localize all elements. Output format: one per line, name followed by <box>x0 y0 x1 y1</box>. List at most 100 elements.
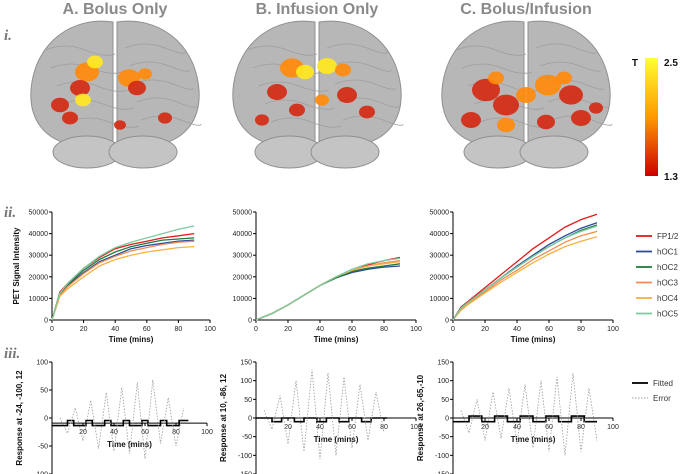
x-tick-label: 60 <box>545 424 553 431</box>
series-error <box>59 379 185 459</box>
activation-spot <box>138 68 152 80</box>
gyrus-line <box>342 115 404 126</box>
y-tick-label: 40000 <box>430 231 450 238</box>
gyrus-line <box>535 43 597 54</box>
series-hoc1 <box>51 239 195 321</box>
gyrus-line <box>128 61 190 72</box>
x-tick-label: 20 <box>284 424 292 431</box>
colorbar-label: T <box>632 58 638 69</box>
panel-title-c: C. Bolus/Infusion <box>460 1 592 18</box>
y-tick-label: 30000 <box>29 253 49 260</box>
x-tick-label: 100 <box>201 429 213 436</box>
x-tick-label: 0 <box>451 326 455 333</box>
gyrus-line <box>461 63 533 74</box>
x-axis-label: Time (mins) <box>511 435 556 444</box>
activation-spot <box>461 112 481 128</box>
series-error <box>263 369 385 460</box>
y-tick-label: 10000 <box>233 296 253 303</box>
colorbar-min: 1.3 <box>664 172 678 183</box>
activation-spot <box>493 94 519 116</box>
gyrus-line <box>44 45 116 56</box>
series-error <box>460 373 598 456</box>
series-fitted <box>453 415 597 423</box>
x-tick-label: 80 <box>380 326 388 333</box>
y-tick-label: 20000 <box>430 274 450 281</box>
y-tick-label: -50 <box>38 444 48 451</box>
y-tick-label: -100 <box>238 453 252 460</box>
x-tick-label: 40 <box>513 424 521 431</box>
pet-ylabel: PET Signal Intensity <box>12 227 21 304</box>
gyrus-line <box>326 43 388 54</box>
series-hoc4 <box>255 261 401 321</box>
y-tick-label: 50000 <box>430 210 450 217</box>
series-fitted <box>256 417 388 423</box>
cerebellum-right <box>519 135 589 169</box>
row-label-iii: iii. <box>4 346 20 362</box>
y-tick-label: 50 <box>441 397 449 404</box>
activation-spot <box>589 102 603 114</box>
gyrus-line <box>140 115 202 126</box>
activation-spot <box>296 64 314 80</box>
series-fitted <box>52 419 189 427</box>
activation-spot <box>559 85 583 105</box>
brain-render-b <box>232 20 404 169</box>
x-tick-label: 80 <box>172 429 180 436</box>
x-tick-label: 20 <box>80 326 88 333</box>
activation-spot <box>535 74 561 96</box>
series-hoc2 <box>51 237 195 321</box>
series-fp1-2 <box>51 232 195 321</box>
x-axis-label: Time (mins) <box>109 335 154 344</box>
legend-signal: FP1/2 hOC1 hOC2 hOC3 hOC4 hOC5 <box>636 232 679 319</box>
activation-spot <box>359 105 375 119</box>
chart-a-iii: -100 -50 0 50 100 20 40 60 80 100 Time (mins) Respo… <box>15 360 213 474</box>
x-tick-label: 60 <box>348 326 356 333</box>
series-hoc2 <box>255 263 401 321</box>
legend-label: Error <box>653 394 671 403</box>
legend-label: FP1/2 <box>657 232 679 241</box>
activation-spot <box>571 110 591 126</box>
x-tick-label: 20 <box>481 424 489 431</box>
gyrus-line <box>334 79 396 90</box>
colorbar <box>645 58 658 176</box>
row-label-ii: ii. <box>4 205 16 221</box>
chart-b-ii: 0 10000 20000 30000 40000 50000 0 20 40 60 80 100 Ti… <box>233 210 422 345</box>
brain-render-c <box>441 20 613 169</box>
brain-render-a <box>30 20 202 169</box>
legend-label: hOC3 <box>657 279 678 288</box>
right-hemisphere <box>116 20 200 146</box>
series-hoc5 <box>51 225 195 321</box>
activation-spot <box>51 97 69 113</box>
x-tick-label: 80 <box>380 424 388 431</box>
activation-spot <box>497 117 515 133</box>
y-tick-label: 20000 <box>233 274 253 281</box>
x-tick-label: 20 <box>481 326 489 333</box>
right-hemisphere <box>318 20 402 146</box>
y-tick-label: 100 <box>240 378 252 385</box>
x-tick-label: 100 <box>607 424 619 431</box>
x-tick-label: 40 <box>316 326 324 333</box>
x-tick-label: 20 <box>284 326 292 333</box>
y-tick-label: -150 <box>435 472 449 474</box>
activation-spot <box>317 58 337 74</box>
y-tick-label: 150 <box>240 360 252 367</box>
y-axis-label: Response at 10, -86, 12 <box>219 373 228 462</box>
left-hemisphere <box>30 20 114 146</box>
y-tick-label: 0 <box>248 416 252 423</box>
gyrus-line <box>551 115 613 126</box>
x-tick-label: 40 <box>110 429 118 436</box>
y-axis-label: Response at -24, -100, 12 <box>15 370 24 466</box>
activation-spot <box>337 87 357 103</box>
x-axis-label: Time (mins) <box>314 435 359 444</box>
activation-spot <box>114 120 126 130</box>
gyrus-line <box>547 97 609 108</box>
x-tick-label: 60 <box>141 429 149 436</box>
x-axis-label: Time (mins) <box>107 440 152 449</box>
series-hoc4 <box>452 236 598 321</box>
gyrus-line <box>539 61 601 72</box>
x-tick-label: 100 <box>410 424 422 431</box>
row-label-i: i. <box>4 28 12 44</box>
activation-spot <box>315 94 329 106</box>
left-hemisphere <box>232 20 316 146</box>
x-tick-label: 100 <box>607 326 619 333</box>
